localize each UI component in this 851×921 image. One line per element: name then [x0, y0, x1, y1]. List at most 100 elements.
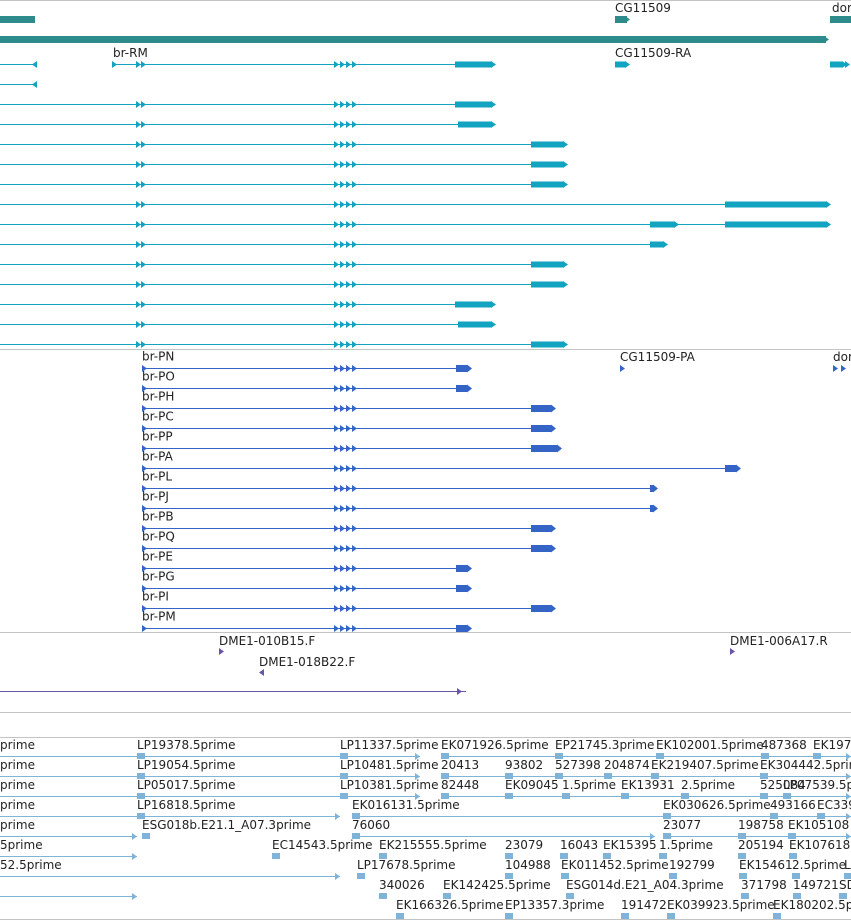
est-label: 23079 [505, 838, 543, 852]
exon-block [458, 121, 491, 128]
exon-arrow [340, 201, 345, 208]
exon-block [531, 605, 551, 612]
exon-arrow [736, 464, 741, 473]
exon-arrow [826, 201, 831, 208]
clone-arrow [457, 688, 462, 695]
exon-arrow [845, 61, 850, 68]
est-label: LP10481.5prime [340, 758, 439, 772]
exon-arrow [491, 61, 496, 68]
exon-arrow [346, 405, 351, 412]
est-block [352, 833, 360, 839]
exon-arrow [842, 61, 847, 68]
gene-block [0, 36, 826, 43]
exon-arrow [352, 281, 357, 288]
protein-arrow [142, 465, 147, 472]
est-block [741, 893, 749, 899]
exon-block [531, 545, 551, 552]
exon-arrow [352, 221, 357, 228]
exon-arrow [352, 141, 357, 148]
protein-label: br-PJ [142, 490, 169, 504]
exon-arrow [340, 585, 345, 592]
exon-arrow [352, 505, 357, 512]
exon-arrow [334, 385, 339, 392]
exon-arrow [352, 181, 357, 188]
exon-arrow [334, 605, 339, 612]
exon-arrow [340, 505, 345, 512]
est-block [505, 913, 513, 919]
gene-track: CG11509 dor [0, 1, 851, 43]
exon-arrow [346, 585, 351, 592]
est-label: EK180202.5p [773, 898, 851, 912]
exon-arrow [334, 505, 339, 512]
exon-arrow [136, 161, 141, 168]
est-block [357, 873, 365, 879]
est-label: LP19378.5prime [137, 738, 236, 752]
est-block [441, 753, 449, 759]
exon-arrow [467, 624, 472, 633]
est-label: LP19054.5prime [137, 758, 236, 772]
exon-arrow [141, 201, 146, 208]
exon-arrow [352, 465, 357, 472]
exon-block [650, 505, 653, 512]
exon-arrow [352, 101, 357, 108]
est-label: prime [0, 818, 35, 832]
exon-arrow [141, 301, 146, 308]
est-label: LP07539.5p [783, 778, 851, 792]
protein-arrow [841, 365, 846, 372]
protein-arrow [142, 625, 147, 632]
exon-arrow [346, 161, 351, 168]
est-arrow [415, 793, 420, 800]
exon-arrow [334, 141, 339, 148]
est-block [555, 773, 563, 779]
est-label: EK071926.5prime [441, 738, 549, 752]
strand-arrow [32, 81, 37, 88]
exon-arrow [352, 525, 357, 532]
exon-arrow [551, 424, 556, 433]
exon-arrow [352, 425, 357, 432]
exon-arrow [352, 321, 357, 328]
exon-arrow [346, 241, 351, 248]
exon-arrow [136, 341, 141, 348]
est-label: EK197 [813, 738, 851, 752]
est-label: 525084 [760, 778, 806, 792]
exon-arrow [352, 545, 357, 552]
est-label: 198758 [738, 818, 784, 832]
exon-arrow [334, 405, 339, 412]
exon-arrow [491, 321, 496, 328]
exon-arrow [340, 425, 345, 432]
exon-arrow [334, 281, 339, 288]
est-block [566, 893, 574, 899]
exon-block [531, 161, 563, 168]
protein-label: br-PM [142, 610, 176, 624]
exon-arrow [557, 444, 562, 453]
est-block [783, 793, 791, 799]
exon-arrow [563, 261, 568, 268]
est-label: 2.5prime [681, 778, 735, 792]
est-block [760, 773, 768, 779]
est-label: EC339 [817, 798, 851, 812]
est-label: 16043 [560, 838, 598, 852]
est-label: prime [0, 738, 35, 752]
est-block [340, 793, 348, 799]
protein-label: br-PP [142, 430, 173, 444]
transcript-track: br-RM CG11509-RA [0, 46, 850, 348]
exon-arrow [346, 261, 351, 268]
exon-block [725, 465, 736, 472]
est-block [137, 813, 145, 819]
exon-block [531, 405, 551, 412]
exon-arrow [346, 445, 351, 452]
est-label: LP11337.5prime [340, 738, 439, 752]
exon-block [456, 365, 467, 372]
exon-arrow [491, 301, 496, 308]
est-block [603, 853, 611, 859]
est-block [621, 793, 629, 799]
est-block [562, 793, 570, 799]
est-block [272, 853, 280, 859]
exon-arrow [352, 445, 357, 452]
exon-arrow [340, 365, 345, 372]
est-label: LP16818.5prime [137, 798, 236, 812]
protein-label: br-PL [142, 470, 172, 484]
est-label: LP10381.5prime [340, 778, 439, 792]
exon-arrow [653, 504, 658, 513]
